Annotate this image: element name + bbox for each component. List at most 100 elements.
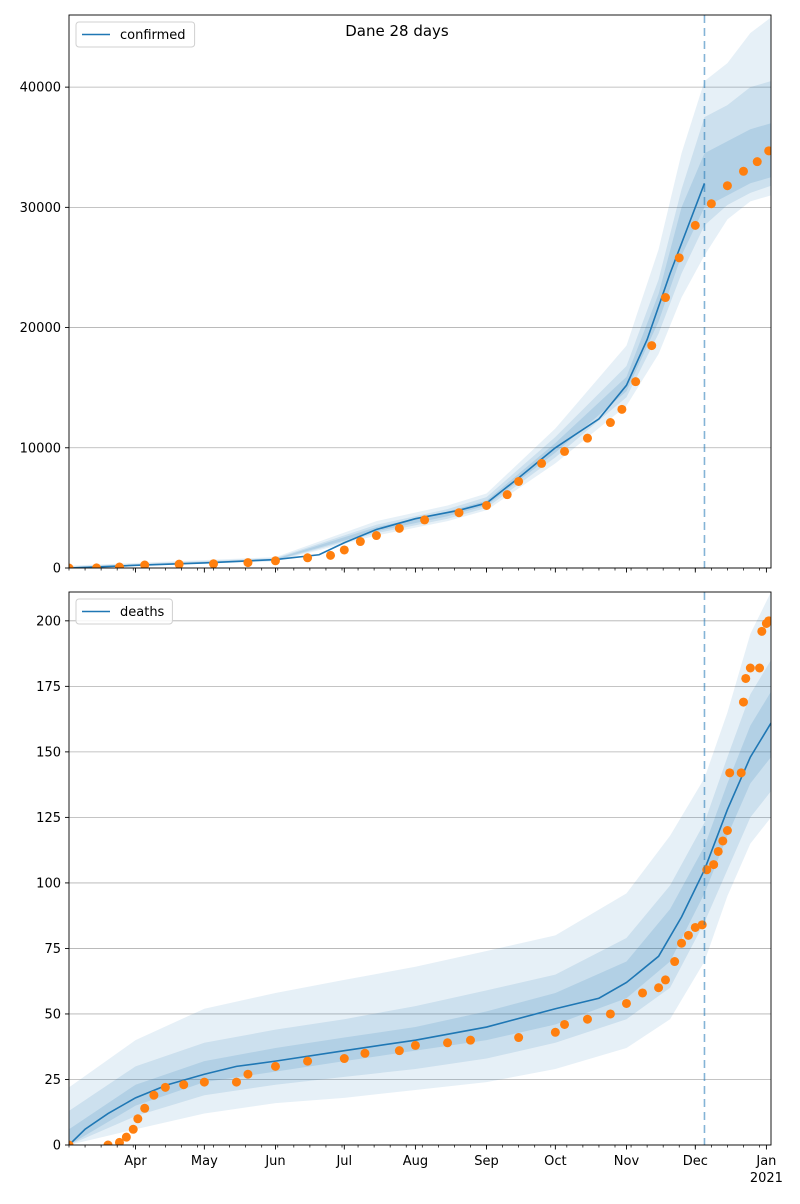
uncertainty-band-outer [69,592,771,1145]
observed-point [638,988,648,998]
observed-point [103,1140,113,1145]
observed-point [560,446,570,456]
observed-point [465,1035,475,1045]
observed-point [537,458,547,468]
observed-point [582,1014,592,1024]
legend-box [75,21,196,48]
observed-point [339,1054,349,1064]
y-tick-label: 40000 [20,81,61,96]
observed-point [303,1056,313,1066]
y-tick-label: 200 [36,614,61,629]
y-tick-label: 175 [36,680,61,695]
axes-frame [68,14,772,569]
legend-box [75,598,173,625]
observed-point [149,1090,159,1100]
observed-point [514,1033,524,1043]
y-tick-label: 0 [53,562,61,577]
observed-point [736,768,746,778]
observed-point [718,836,728,846]
legend-label: confirmed [120,28,186,43]
x-tick-label: Dec [683,1154,708,1169]
uncertainty-band-inner [69,123,771,568]
observed-point [114,562,124,568]
legend: deaths [75,598,173,625]
x-tick-label: Apr [124,1154,147,1169]
observed-point [454,508,464,518]
x-year-label: 2021 [750,1171,783,1186]
observed-point [582,433,592,443]
observed-point [179,1080,189,1090]
observed-point [757,626,767,636]
observed-point [755,663,765,673]
observed-point [514,476,524,486]
observed-point [160,1082,170,1092]
observed-point [713,846,723,856]
observed-point [605,418,615,428]
observed-point [502,490,512,500]
observed-point [725,768,735,778]
observed-point [670,957,680,967]
observed-point [745,663,755,673]
observed-point [420,515,430,525]
observed-point [140,1103,150,1113]
observed-point [706,199,716,209]
observed-point [764,146,771,156]
observed-point [394,1046,404,1056]
observed-point [69,563,74,568]
y-tick-label: 100 [36,876,61,891]
observed-point [133,1114,143,1124]
observed-point [121,1132,131,1142]
observed-point [690,220,700,230]
observed-point [92,563,102,568]
confirmed-panel: 0 10000 20000 30000 40000 confirmed [20,14,772,577]
model-mean-line [69,722,771,1145]
observed-point [360,1048,370,1058]
observed-point [69,1140,74,1145]
observed-point [394,523,404,533]
observed-point [722,181,732,191]
y-tick-label: 30000 [20,201,61,216]
observed-point [738,697,748,707]
figure-title: Dane 28 days [345,22,449,40]
observed-point [326,550,336,560]
observed-point [738,166,748,176]
observed-point [482,500,492,510]
x-tick-label: Jun [264,1154,285,1169]
y-tick-label: 0 [53,1139,61,1154]
observed-point [697,920,707,930]
x-tick-label: May [191,1154,218,1169]
observed-point [231,1077,241,1087]
deaths-panel: 0 25 50 75 100 125 150 175 200 Apr May Jun Jul Aug Sep… [36,591,783,1186]
observed-point [722,825,732,835]
observed-point [114,1137,124,1145]
observed-point [647,341,657,351]
observed-point [209,559,219,568]
y-tick-label: 50 [44,1007,61,1022]
observed-point [654,983,664,993]
y-tick-label: 125 [36,811,61,826]
observed-point [677,938,687,948]
observed-point [371,531,381,541]
observed-point [355,537,365,547]
observed-point [605,1009,615,1019]
uncertainty-band-inner [69,691,771,1145]
observed-point [270,1061,280,1071]
x-tick-label: Jul [335,1154,352,1169]
observed-point [660,975,670,985]
y-tick-label: 75 [44,942,61,957]
observed-point [339,545,349,555]
observed-point [683,930,693,940]
observed-point [660,293,670,303]
x-tick-label: Oct [544,1154,566,1169]
observed-point [128,1124,138,1134]
legend-label: deaths [120,605,165,620]
observed-point [764,616,771,626]
uncertainty-band-middle [69,660,771,1145]
observed-point [243,558,253,568]
observed-point [674,253,684,263]
observed-point [631,377,641,387]
observed-point [410,1040,420,1050]
observed-point [741,673,751,683]
